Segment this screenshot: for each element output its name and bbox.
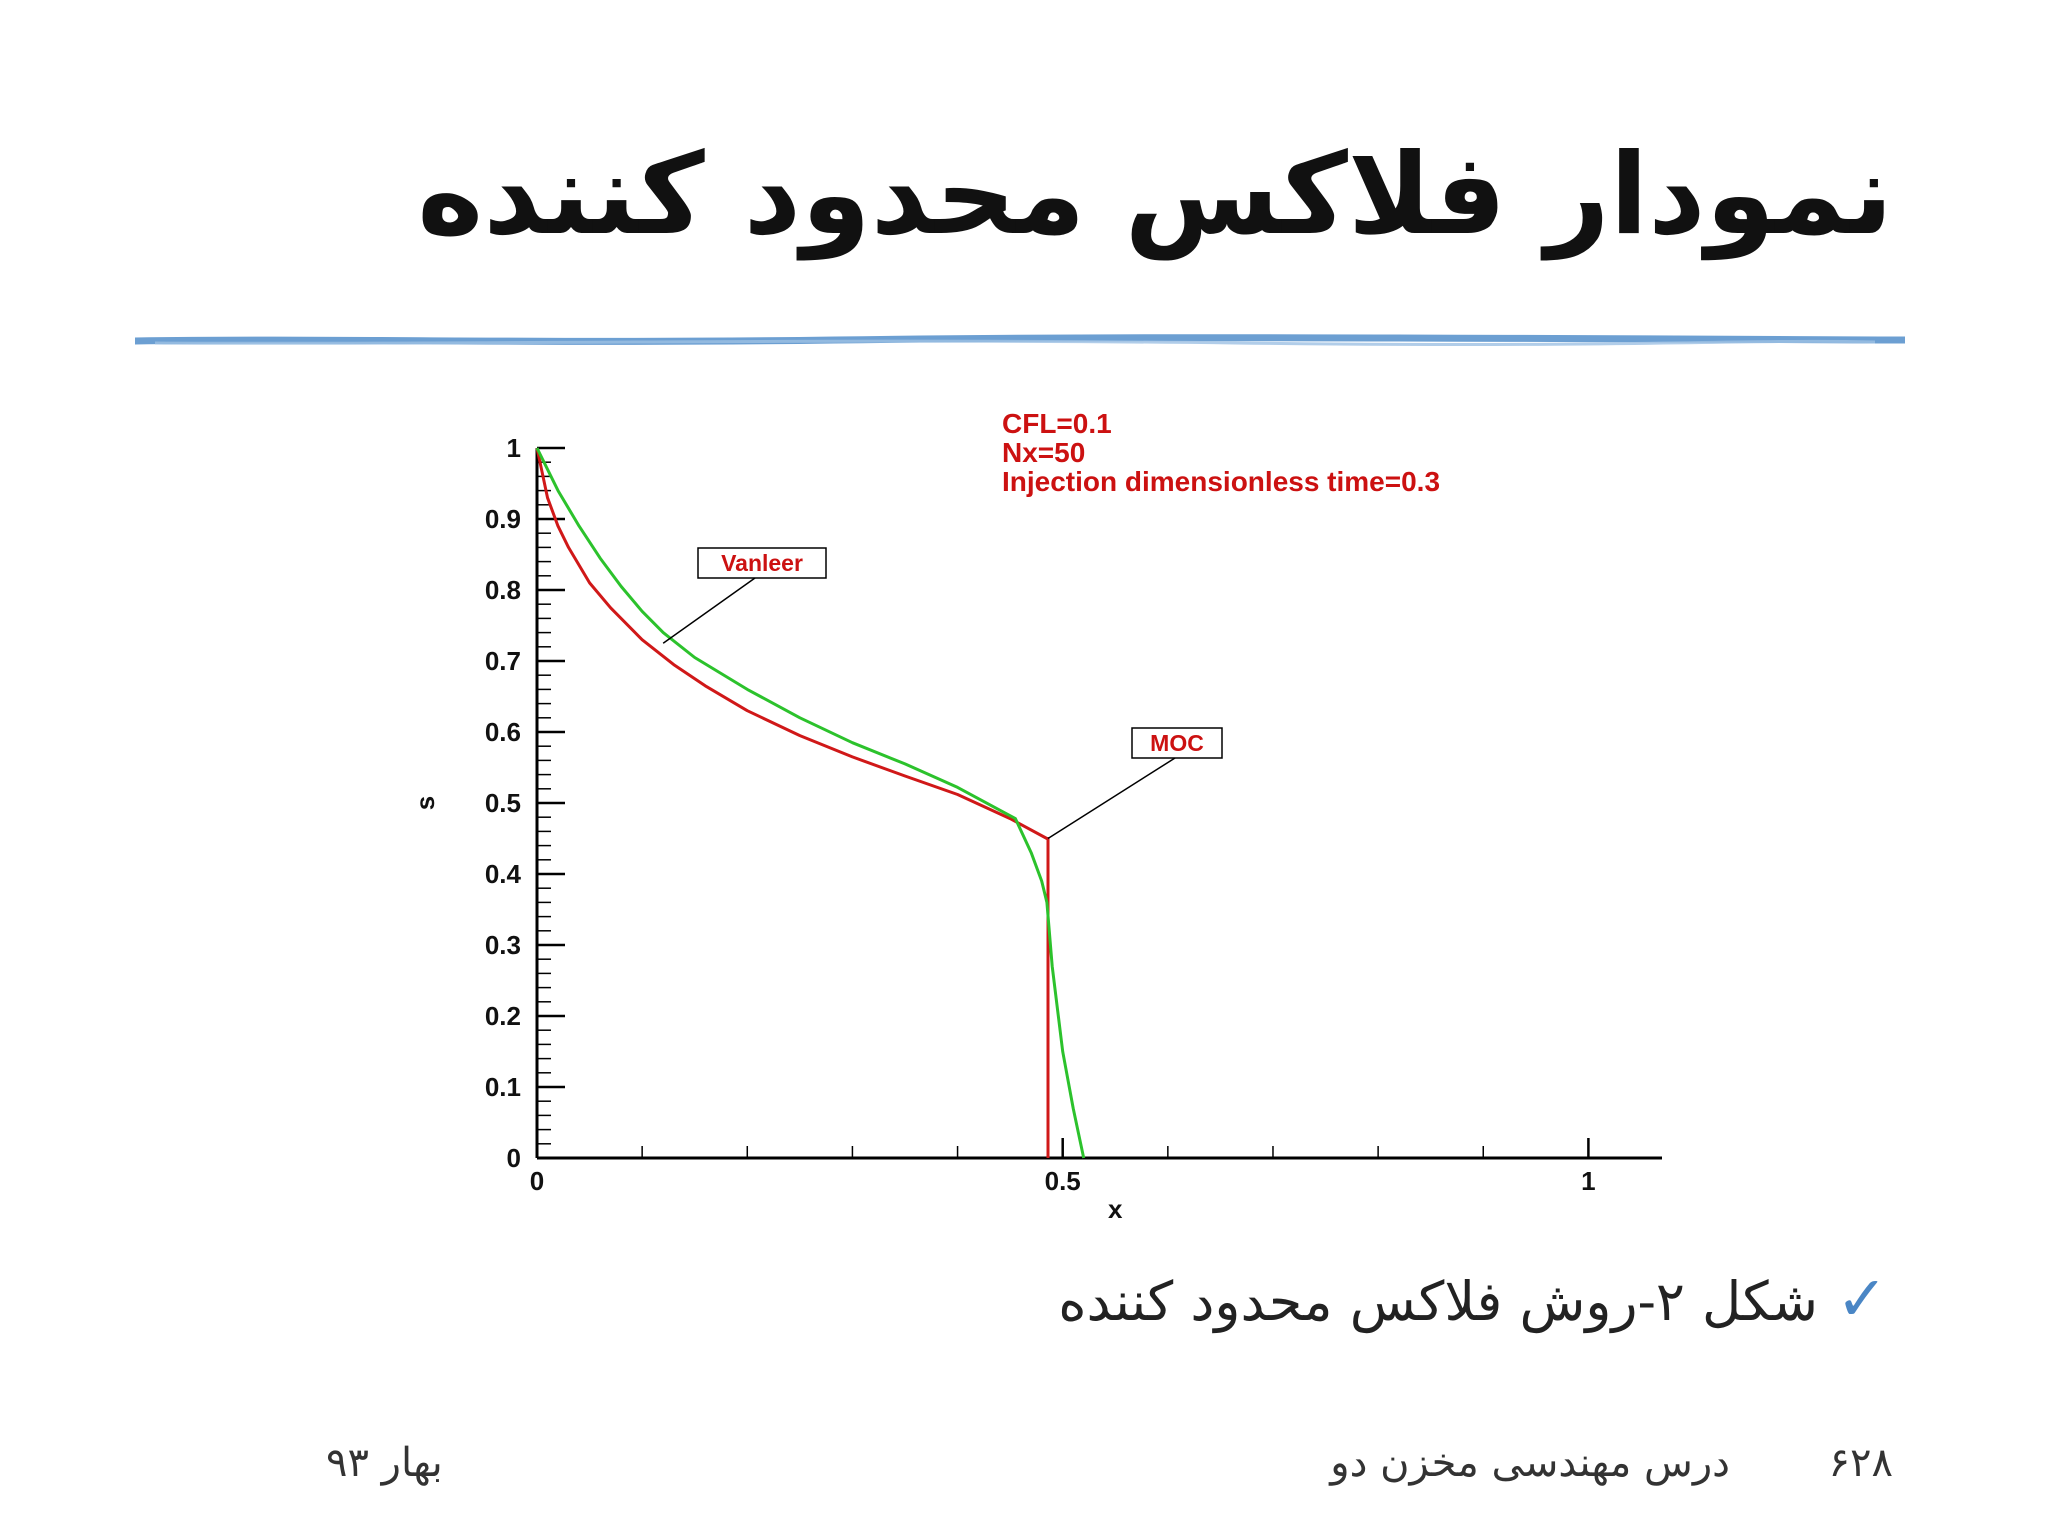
chart-title-line: Nx=50: [1002, 437, 1085, 468]
footer-page-number: ۶۲۸: [1828, 1440, 1893, 1486]
vanleer-leader-line: [662, 577, 756, 644]
check-icon: ✓: [1836, 1262, 1888, 1335]
y-tick-label: 0.5: [485, 788, 521, 818]
vanleer-label-box: [697, 547, 827, 579]
footer-date: بهار ۹۳: [326, 1440, 443, 1486]
footer-course-name: درس مهندسی مخزن دو: [1330, 1440, 1730, 1486]
y-tick-label: 0.6: [485, 717, 521, 747]
saturation-chart: 0 0.1 0.2 0.3 0.4 0.5 0.6 0.7 0.8 0.9 1 0 0.5 1 x s CFL=…: [410, 408, 1662, 1224]
x-axis-label: x: [1108, 1194, 1123, 1224]
y-tick-label: 0.8: [485, 575, 521, 605]
y-tick-label: 0.7: [485, 646, 521, 676]
x-tick-label: 0: [530, 1166, 544, 1196]
moc-label-box: [1131, 727, 1223, 759]
y-tick-label: 0.1: [485, 1072, 521, 1102]
moc-leader-line: [1047, 757, 1176, 840]
moc-label: MOC: [1150, 730, 1204, 756]
y-tick-label: 0.3: [485, 930, 521, 960]
slide-title: نمودار فلاکس محدود کننده: [417, 130, 1893, 260]
y-axis-label: s: [410, 796, 440, 810]
figure-caption: شکل ۲-روش فلاکس محدود کننده: [1058, 1270, 1818, 1333]
y-tick-label: 1: [507, 433, 521, 463]
series-line-vanleer: [535, 447, 1086, 1159]
title-divider: [135, 334, 1905, 347]
y-tick-label: 0.9: [485, 504, 521, 534]
chart-title-line: Injection dimensionless time=0.3: [1002, 466, 1440, 497]
vanleer-label: Vanleer: [721, 550, 803, 576]
y-tick-label: 0: [507, 1143, 521, 1173]
x-tick-label: 1: [1581, 1166, 1595, 1196]
chart-title-line: CFL=0.1: [1002, 408, 1112, 439]
x-tick-label: 0.5: [1045, 1166, 1081, 1196]
y-tick-label: 0.4: [485, 859, 522, 889]
y-tick-label: 0.2: [485, 1001, 521, 1031]
